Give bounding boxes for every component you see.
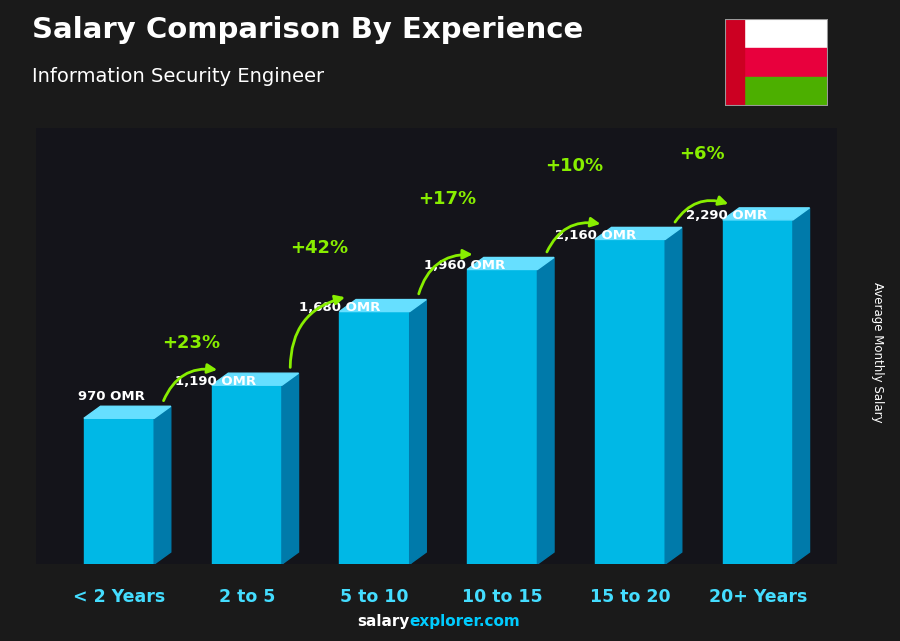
Bar: [467, 269, 537, 564]
Text: Salary Comparison By Experience: Salary Comparison By Experience: [32, 16, 583, 44]
Bar: [339, 312, 410, 564]
Bar: [212, 385, 282, 564]
Bar: [723, 220, 793, 564]
Text: 2,290 OMR: 2,290 OMR: [687, 210, 768, 222]
Text: Average Monthly Salary: Average Monthly Salary: [871, 282, 884, 423]
Polygon shape: [595, 228, 682, 240]
Polygon shape: [467, 258, 554, 269]
Polygon shape: [723, 208, 809, 220]
Text: +6%: +6%: [680, 145, 725, 163]
Text: 1,190 OMR: 1,190 OMR: [176, 375, 256, 388]
Text: 1,960 OMR: 1,960 OMR: [425, 259, 506, 272]
Polygon shape: [154, 406, 171, 564]
Polygon shape: [212, 373, 299, 385]
Bar: [84, 419, 154, 564]
Polygon shape: [84, 406, 171, 419]
Polygon shape: [339, 299, 427, 312]
Text: 970 OMR: 970 OMR: [77, 390, 144, 403]
Bar: [740, 48, 828, 77]
Text: +23%: +23%: [162, 334, 220, 352]
Bar: [724, 19, 744, 106]
Polygon shape: [410, 299, 427, 564]
Text: salary: salary: [357, 615, 410, 629]
Polygon shape: [793, 208, 809, 564]
Bar: [740, 77, 828, 106]
Polygon shape: [665, 228, 682, 564]
Text: +17%: +17%: [418, 190, 476, 208]
Text: +42%: +42%: [290, 240, 348, 258]
Text: +10%: +10%: [545, 157, 604, 175]
Text: explorer.com: explorer.com: [410, 615, 520, 629]
Bar: [595, 240, 665, 564]
Polygon shape: [537, 258, 554, 564]
Text: Information Security Engineer: Information Security Engineer: [32, 67, 324, 87]
Text: 2,160 OMR: 2,160 OMR: [554, 229, 636, 242]
Bar: [740, 19, 828, 48]
Polygon shape: [282, 373, 299, 564]
Text: 1,680 OMR: 1,680 OMR: [299, 301, 381, 314]
